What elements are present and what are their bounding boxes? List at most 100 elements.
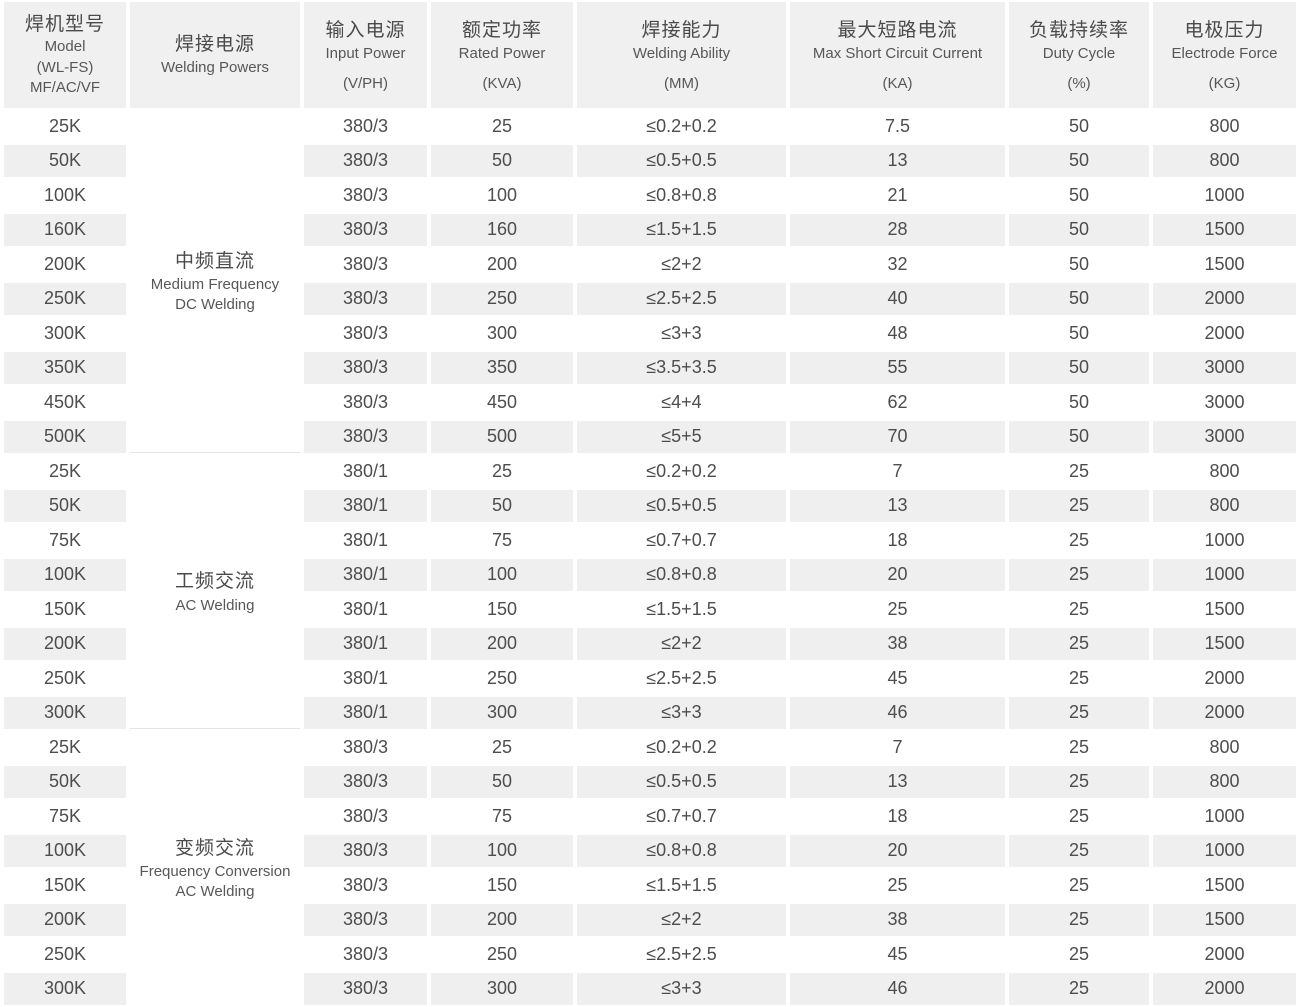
cell-welding-ability: ≤2.5+2.5 (577, 662, 786, 695)
cell-duty-cycle: 50 (1009, 386, 1149, 419)
cell-welding-ability: ≤0.5+0.5 (577, 765, 786, 798)
cell-welding-ability: ≤1.5+1.5 (577, 869, 786, 902)
cell-max-short-circuit-current: 25 (790, 593, 1005, 626)
cell-model: 25K (4, 110, 126, 143)
cell-duty-cycle: 25 (1009, 765, 1149, 798)
cell-welding-ability: ≤3+3 (577, 972, 786, 1005)
cell-duty-cycle: 25 (1009, 869, 1149, 902)
cell-model: 200K (4, 248, 126, 281)
table-row: 50K 380/1 50 ≤0.5+0.5 13 25 800 (4, 489, 1296, 522)
col-header-welding-ability: 焊接能力 Welding Ability (MM) (577, 2, 786, 108)
cell-rated-power: 200 (431, 627, 573, 660)
cell-duty-cycle: 25 (1009, 800, 1149, 833)
cell-welding-ability: ≤2.5+2.5 (577, 282, 786, 315)
cell-duty-cycle: 25 (1009, 593, 1149, 626)
cell-max-short-circuit-current: 55 (790, 351, 1005, 384)
cell-input-power: 380/3 (304, 248, 427, 281)
table-row: 250K 380/3 250 ≤2.5+2.5 40 50 2000 (4, 282, 1296, 315)
cell-max-short-circuit-current: 28 (790, 213, 1005, 246)
col-header-max-short-circuit-current-unit: (KA) (882, 74, 913, 92)
cell-electrode-force: 3000 (1153, 386, 1296, 419)
cell-input-power: 380/1 (304, 558, 427, 591)
cell-model: 160K (4, 213, 126, 246)
cell-input-power: 380/3 (304, 869, 427, 902)
cell-max-short-circuit-current: 46 (790, 972, 1005, 1005)
cell-rated-power: 75 (431, 800, 573, 833)
cell-electrode-force: 1000 (1153, 558, 1296, 591)
table-row: 25K 工频交流 AC Welding 380/1 25 ≤0.2+0.2 7 25 800 (4, 455, 1296, 729)
cell-duty-cycle: 50 (1009, 420, 1149, 453)
cell-welding-ability: ≤0.7+0.7 (577, 524, 786, 557)
table-row: 350K 380/3 350 ≤3.5+3.5 55 50 3000 (4, 351, 1296, 384)
cell-electrode-force: 1500 (1153, 869, 1296, 902)
cell-welding-ability: ≤1.5+1.5 (577, 593, 786, 626)
group-label-en: AC Welding (175, 596, 255, 614)
cell-rated-power: 200 (431, 248, 573, 281)
header-row: 焊机型号 Model (WL-FS) MF/AC/VF 焊接电源 Welding… (4, 2, 1296, 108)
cell-max-short-circuit-current: 7.5 (790, 110, 1005, 143)
cell-duty-cycle: 25 (1009, 524, 1149, 557)
col-header-duty-cycle-unit: (%) (1067, 74, 1091, 92)
cell-rated-power: 150 (431, 869, 573, 902)
cell-model: 100K (4, 834, 126, 867)
cell-rated-power: 160 (431, 213, 573, 246)
col-header-model-en: Model (WL-FS) MF/AC/VF (30, 38, 100, 96)
cell-max-short-circuit-current: 13 (790, 765, 1005, 798)
cell-electrode-force: 800 (1153, 731, 1296, 764)
cell-input-power: 380/3 (304, 351, 427, 384)
cell-max-short-circuit-current: 7 (790, 731, 1005, 764)
cell-rated-power: 250 (431, 938, 573, 971)
col-header-welding-powers: 焊接电源 Welding Powers (130, 2, 300, 108)
cell-electrode-force: 1000 (1153, 179, 1296, 212)
table-row: 25K 中频直流 Medium Frequency DC Welding 380/3 2… (4, 110, 1296, 453)
col-header-welding-ability-zh: 焊接能力 (641, 20, 722, 42)
col-header-rated-power-en: Rated Power (458, 44, 546, 62)
cell-electrode-force: 3000 (1153, 351, 1296, 384)
cell-model: 250K (4, 282, 126, 315)
cell-duty-cycle: 50 (1009, 351, 1149, 384)
col-header-electrode-force-zh: 电极压力 (1184, 20, 1265, 42)
cell-duty-cycle: 25 (1009, 489, 1149, 522)
cell-duty-cycle: 25 (1009, 627, 1149, 660)
cell-input-power: 380/3 (304, 386, 427, 419)
cell-input-power: 380/3 (304, 834, 427, 867)
cell-input-power: 380/3 (304, 420, 427, 453)
cell-electrode-force: 1000 (1153, 800, 1296, 833)
cell-input-power: 380/3 (304, 317, 427, 350)
table-header: 焊机型号 Model (WL-FS) MF/AC/VF 焊接电源 Welding… (4, 2, 1296, 108)
group-cell: 工频交流 AC Welding (130, 455, 300, 729)
col-header-max-short-circuit-current-en: Max Short Circuit Current (812, 44, 983, 62)
cell-duty-cycle: 50 (1009, 248, 1149, 281)
cell-max-short-circuit-current: 40 (790, 282, 1005, 315)
cell-duty-cycle: 25 (1009, 662, 1149, 695)
cell-welding-ability: ≤2.5+2.5 (577, 938, 786, 971)
cell-input-power: 380/1 (304, 524, 427, 557)
cell-max-short-circuit-current: 62 (790, 386, 1005, 419)
table-row: 25K 变频交流 Frequency Conversion AC Welding 38… (4, 731, 1296, 1005)
table-row: 150K 380/1 150 ≤1.5+1.5 25 25 1500 (4, 593, 1296, 626)
cell-electrode-force: 800 (1153, 110, 1296, 143)
cell-rated-power: 300 (431, 317, 573, 350)
cell-max-short-circuit-current: 7 (790, 455, 1005, 488)
cell-welding-ability: ≤2+2 (577, 627, 786, 660)
cell-duty-cycle: 50 (1009, 317, 1149, 350)
col-header-welding-powers-en: Welding Powers (160, 58, 270, 76)
cell-electrode-force: 1500 (1153, 213, 1296, 246)
cell-max-short-circuit-current: 38 (790, 903, 1005, 936)
cell-welding-ability: ≤2+2 (577, 903, 786, 936)
cell-input-power: 380/1 (304, 627, 427, 660)
cell-duty-cycle: 50 (1009, 282, 1149, 315)
cell-input-power: 380/3 (304, 731, 427, 764)
cell-max-short-circuit-current: 20 (790, 834, 1005, 867)
table-row: 300K 380/1 300 ≤3+3 46 25 2000 (4, 696, 1296, 729)
table-row: 250K 380/3 250 ≤2.5+2.5 45 25 2000 (4, 938, 1296, 971)
cell-welding-ability: ≤3.5+3.5 (577, 351, 786, 384)
cell-max-short-circuit-current: 20 (790, 558, 1005, 591)
col-header-welding-ability-unit: (MM) (664, 74, 699, 92)
col-header-electrode-force-unit: (KG) (1208, 74, 1241, 92)
cell-welding-ability: ≤0.5+0.5 (577, 144, 786, 177)
cell-electrode-force: 1000 (1153, 834, 1296, 867)
cell-model: 300K (4, 972, 126, 1005)
cell-electrode-force: 800 (1153, 489, 1296, 522)
cell-rated-power: 100 (431, 834, 573, 867)
